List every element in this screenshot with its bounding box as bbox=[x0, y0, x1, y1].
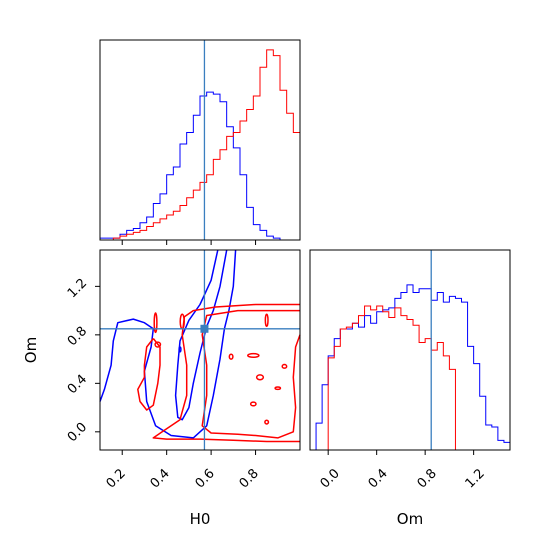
contour-island-10 bbox=[281, 363, 288, 369]
contour-island-8 bbox=[249, 401, 257, 407]
h0-hist-panel bbox=[99, 39, 301, 245]
om-x-tick-label-1: 0.4 bbox=[366, 466, 391, 491]
contour-island-5 bbox=[264, 313, 269, 328]
truth-marker bbox=[200, 324, 209, 333]
contour-frame bbox=[99, 249, 301, 451]
om-y-tick-label-0: 0.0 bbox=[65, 420, 90, 445]
om-hist-series-1 bbox=[327, 305, 456, 450]
contour-island-1 bbox=[179, 313, 185, 330]
h0-tick-label-1: 0.4 bbox=[148, 466, 173, 491]
contour-line-0-1 bbox=[99, 249, 237, 439]
contour-island-11 bbox=[178, 346, 182, 353]
h0-hist-marks bbox=[99, 49, 301, 241]
contour-island-0 bbox=[153, 312, 158, 334]
h0-hist-frame bbox=[99, 39, 301, 241]
om-hist-ticks bbox=[327, 450, 475, 455]
om-hist-frame bbox=[309, 249, 511, 451]
contour-island-6 bbox=[255, 374, 265, 381]
h0-hist-series-1 bbox=[100, 49, 301, 241]
h0-hist-ticks bbox=[121, 240, 257, 245]
contour-island-9 bbox=[264, 419, 270, 425]
om-x-tick-label-2: 0.8 bbox=[415, 466, 440, 491]
contour-marks bbox=[99, 249, 301, 443]
contour-panel: 0.2 0.4 0.6 0.8 0.0 0.4 0.8 1.2 H0 Om bbox=[22, 249, 301, 528]
om-hist-panel: 0.0 0.4 0.8 1.2 Om bbox=[309, 249, 511, 528]
contour-x-ticks bbox=[121, 450, 257, 455]
contour-island-2 bbox=[154, 341, 162, 348]
contour-line-0-0 bbox=[174, 249, 228, 421]
h0-tick-label-2: 0.6 bbox=[193, 466, 218, 491]
om-hist-series-0 bbox=[315, 284, 511, 450]
contour-island-4 bbox=[247, 352, 260, 359]
contour-line-1-2 bbox=[137, 338, 161, 411]
om-y-tick-label-2: 0.8 bbox=[65, 324, 90, 349]
om-y-tick-label-3: 1.2 bbox=[65, 276, 90, 301]
om-x-tick-label-0: 0.0 bbox=[318, 466, 343, 491]
om-y-tick-label-1: 0.4 bbox=[65, 372, 90, 397]
om-y-axis-label: Om bbox=[22, 337, 40, 363]
contour-island-3 bbox=[228, 353, 234, 360]
om-x-tick-label-3: 1.2 bbox=[463, 466, 488, 491]
h0-tick-label-3: 0.8 bbox=[237, 466, 262, 491]
h0-hist-series-0 bbox=[99, 91, 281, 240]
contour-island-7 bbox=[274, 386, 282, 391]
contour-line-1-0 bbox=[152, 303, 300, 443]
om-hist-marks bbox=[315, 284, 511, 450]
h0-x-axis-label: H0 bbox=[190, 510, 211, 528]
h0-tick-label-0: 0.2 bbox=[104, 466, 129, 491]
contour-y-ticks bbox=[95, 285, 100, 433]
om-x-axis-label: Om bbox=[397, 510, 423, 528]
